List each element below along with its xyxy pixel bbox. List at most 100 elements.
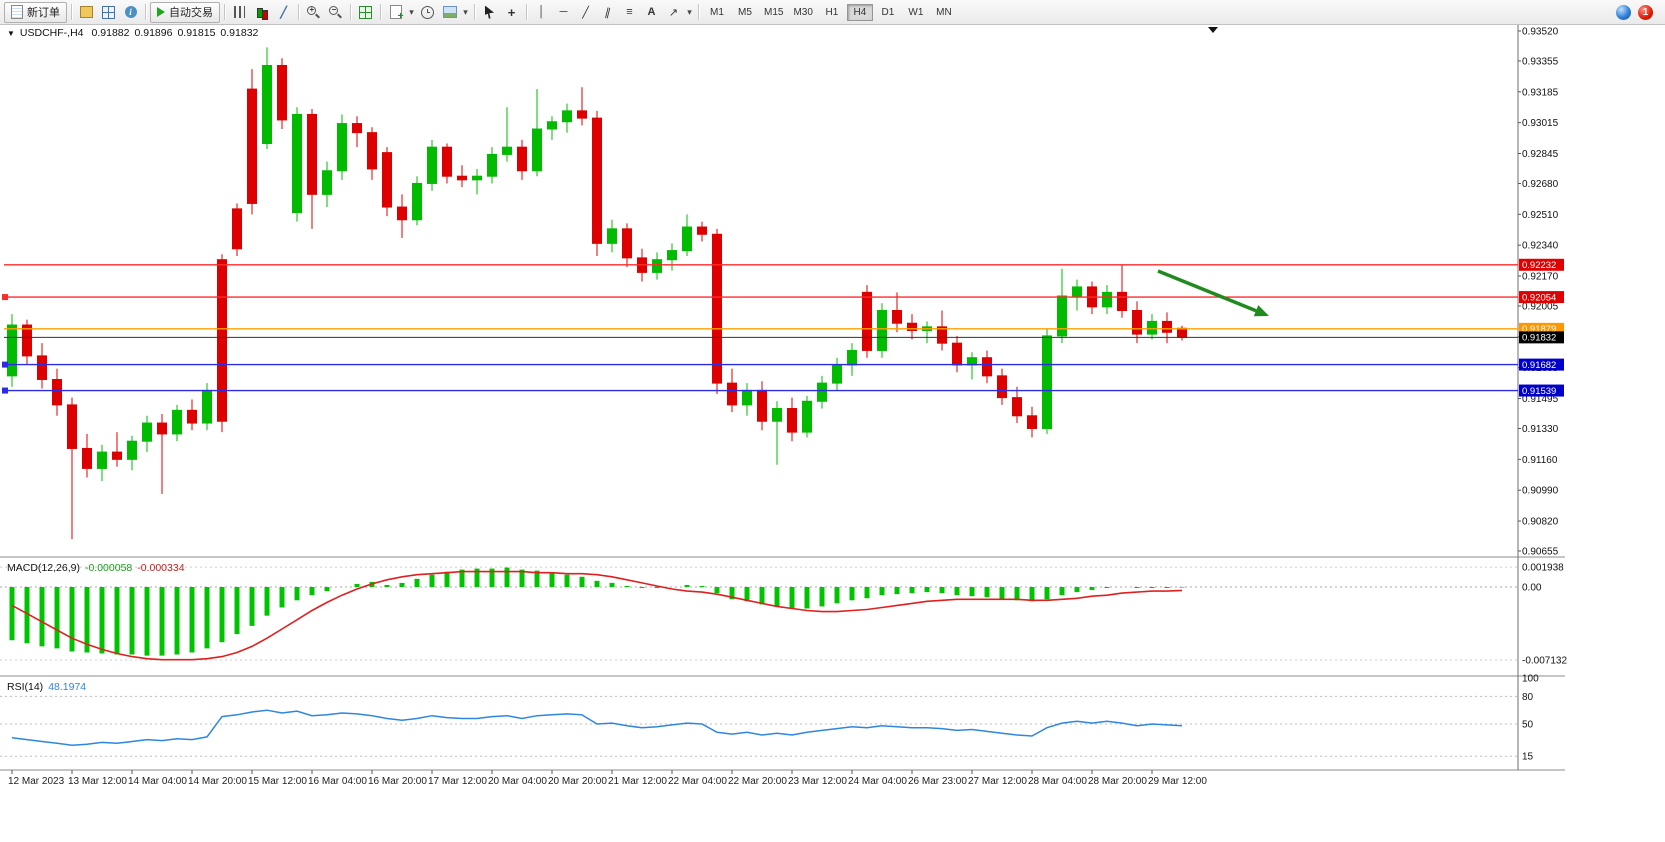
time-axis-label: 28 Mar 20:00 xyxy=(1088,776,1147,787)
crosshair-icon[interactable] xyxy=(501,3,522,22)
candlestick-chart-type-icon[interactable] xyxy=(251,3,272,22)
auto-trading-label: 自动交易 xyxy=(169,7,213,19)
bull-candle xyxy=(772,408,782,422)
indicators-icon[interactable] xyxy=(385,3,406,22)
time-axis-label: 14 Mar 20:00 xyxy=(188,776,247,787)
help-icon[interactable] xyxy=(120,3,141,22)
line-anchor[interactable] xyxy=(2,361,8,368)
timeframe-h1[interactable]: H1 xyxy=(825,6,839,18)
bull-candle xyxy=(802,400,812,433)
price-badge-label: 0.91832 xyxy=(1522,333,1556,344)
timeframe-d1[interactable]: D1 xyxy=(881,6,895,18)
time-axis-label: 17 Mar 12:00 xyxy=(428,776,487,787)
price-axis-label: 0.92510 xyxy=(1522,210,1559,221)
shapes-tool-icon[interactable] xyxy=(663,3,684,22)
vertical-line-tool-icon[interactable] xyxy=(531,3,552,22)
separator xyxy=(71,4,72,20)
horizontal-line-tool-icon[interactable] xyxy=(553,3,574,22)
bull-candle xyxy=(1072,286,1082,297)
bear-candle xyxy=(517,146,527,172)
timeframe-mn[interactable]: MN xyxy=(936,6,952,18)
bar-chart-type-icon[interactable] xyxy=(229,3,250,22)
price-axis-label: 0.92170 xyxy=(1522,272,1559,283)
separator xyxy=(224,4,225,20)
tile-windows-icon[interactable] xyxy=(355,3,376,22)
timeframe-w1[interactable]: W1 xyxy=(908,6,924,18)
separator xyxy=(298,4,299,20)
separator xyxy=(526,4,527,20)
bear-candle xyxy=(1132,310,1142,335)
price-badge[interactable] xyxy=(1519,384,1564,397)
bull-candle xyxy=(847,349,857,366)
bear-candle xyxy=(697,226,707,235)
chart-canvas[interactable]: 0.93520 0.93355 0.93185 0.93015 0.92845 0.926… xyxy=(0,24,1665,842)
bull-candle xyxy=(172,409,182,435)
price-axis-label: 0.90820 xyxy=(1522,517,1559,528)
bear-candle xyxy=(622,228,632,259)
text-tool-icon[interactable] xyxy=(641,3,662,22)
new-chart-icon[interactable] xyxy=(76,3,97,22)
bull-candle xyxy=(202,389,212,424)
price-badge[interactable] xyxy=(1519,358,1564,371)
price-axis-label: 0.91330 xyxy=(1522,424,1559,435)
bull-candle xyxy=(502,146,512,155)
price-axis-label: 0.90655 xyxy=(1522,547,1559,558)
cursor-icon[interactable] xyxy=(479,3,500,22)
bull-candle xyxy=(877,310,887,351)
channel-tool-icon[interactable] xyxy=(597,3,618,22)
price-badge[interactable] xyxy=(1519,331,1564,344)
price-badge[interactable] xyxy=(1519,258,1564,271)
price-badge-label: 0.91682 xyxy=(1522,360,1556,371)
timeframe-h4[interactable]: H4 xyxy=(846,3,873,21)
time-axis-label: 16 Mar 04:00 xyxy=(308,776,367,787)
line-anchor[interactable] xyxy=(2,294,8,301)
community-icon[interactable] xyxy=(1616,4,1631,20)
bear-candle xyxy=(37,355,47,380)
bull-candle xyxy=(652,259,662,273)
rsi-axis-label: 80 xyxy=(1522,692,1534,703)
price-badge[interactable] xyxy=(1519,291,1564,304)
timeframe-m1[interactable]: M1 xyxy=(710,6,724,18)
templates-dropdown-icon[interactable] xyxy=(461,3,470,22)
templates-icon[interactable] xyxy=(439,3,460,22)
bear-candle xyxy=(727,382,737,406)
price-axis-label: 0.92680 xyxy=(1522,179,1559,190)
bull-candle xyxy=(682,226,692,252)
fibonacci-tool-icon[interactable] xyxy=(619,3,640,22)
bear-candle xyxy=(592,117,602,244)
bear-candle xyxy=(712,233,722,384)
bear-candle xyxy=(67,404,77,449)
timeframe-m15[interactable]: M15 xyxy=(764,6,784,18)
timeframe-m30[interactable]: M30 xyxy=(793,6,813,18)
price-axis-label: 0.90990 xyxy=(1522,486,1559,497)
trend-arrow-head[interactable] xyxy=(1253,305,1269,317)
separator xyxy=(380,4,381,20)
timeframe-m5[interactable]: M5 xyxy=(738,6,752,18)
bear-candle xyxy=(1012,397,1022,417)
time-axis-label: 20 Mar 20:00 xyxy=(548,776,607,787)
trend-arrow-line[interactable] xyxy=(1157,269,1257,313)
bear-candle xyxy=(862,291,872,351)
periods-icon[interactable] xyxy=(417,3,438,22)
time-axis-label: 27 Mar 12:00 xyxy=(968,776,1027,787)
zoom-in-icon[interactable] xyxy=(303,3,324,22)
notification-badge[interactable]: 1 xyxy=(1638,4,1653,20)
bear-candle xyxy=(892,310,902,324)
toolbar-right-icons: 1 xyxy=(1616,4,1661,20)
market-watch-icon[interactable] xyxy=(98,3,119,22)
bull-candle xyxy=(337,123,347,172)
time-axis-label: 12 Mar 2023 xyxy=(8,776,65,787)
new-order-button[interactable]: 新订单 xyxy=(4,1,67,23)
auto-trading-button[interactable]: 自动交易 xyxy=(150,1,220,23)
bull-candle xyxy=(562,110,572,123)
separator xyxy=(145,4,146,20)
shapes-dropdown-icon[interactable] xyxy=(685,3,694,22)
chart-shift-marker[interactable] xyxy=(1208,27,1218,33)
line-anchor[interactable] xyxy=(2,387,8,394)
indicators-dropdown-icon[interactable] xyxy=(407,3,416,22)
bear-candle xyxy=(997,375,1007,399)
zoom-out-icon[interactable] xyxy=(325,3,346,22)
macd-axis-label: 0.001938 xyxy=(1522,563,1564,574)
line-chart-type-icon[interactable] xyxy=(273,3,294,22)
trendline-tool-icon[interactable] xyxy=(575,3,596,22)
